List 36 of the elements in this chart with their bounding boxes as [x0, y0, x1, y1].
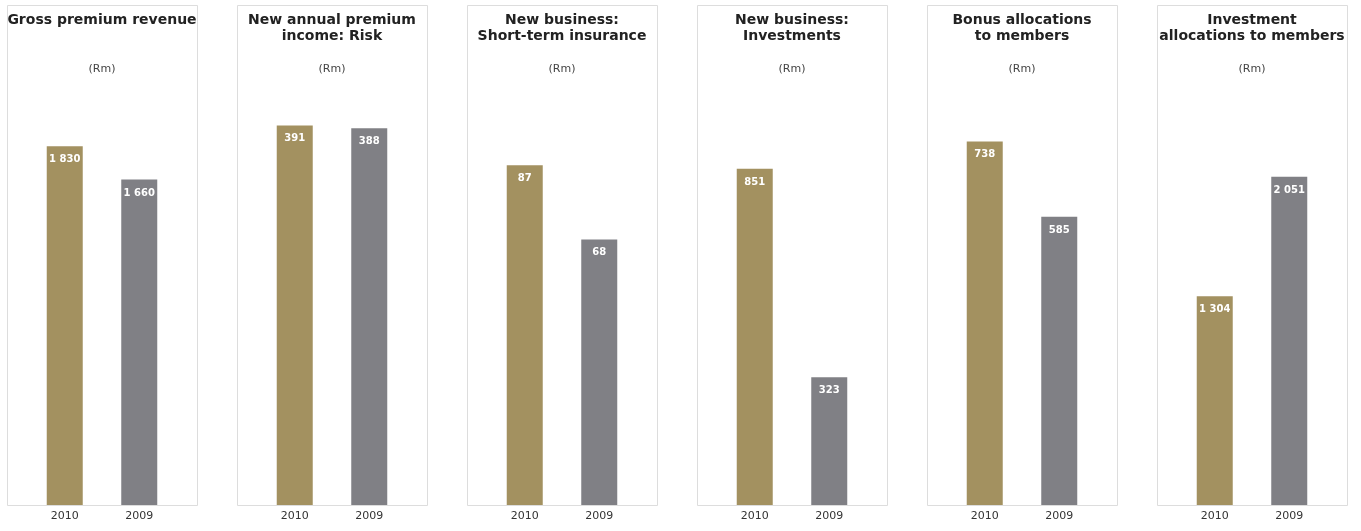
- chart-title: Gross premium revenue: [7, 11, 197, 27]
- data-label: 87: [517, 172, 532, 184]
- text: (Rm): [548, 62, 576, 75]
- x-tick-label: 2010: [50, 508, 79, 522]
- data-label: 851: [744, 175, 766, 187]
- x-tick-label: 2009: [355, 508, 384, 522]
- text: New annual premium income: Risk: [248, 11, 416, 43]
- x-tick-label: 2010: [280, 508, 309, 522]
- text: Investment allocations to members: [1159, 11, 1345, 43]
- text: (Rm): [1238, 62, 1266, 75]
- text: (Rm): [318, 62, 346, 75]
- text: New business: Short-term insurance: [477, 11, 647, 43]
- data-label: 323: [818, 384, 840, 396]
- data-label: 68: [592, 246, 607, 258]
- x-tick-label: 2009: [125, 508, 154, 522]
- x-tick-label: 2010: [970, 508, 999, 522]
- data-label: 1 660: [123, 186, 155, 198]
- data-label: 388: [358, 135, 380, 147]
- x-tick-label: 2010: [1200, 508, 1229, 522]
- x-tick-label: 2009: [815, 508, 844, 522]
- data-label: 585: [1048, 223, 1070, 235]
- x-tick-label: 2010: [510, 508, 539, 522]
- x-tick-label: 2009: [585, 508, 614, 522]
- text: Bonus allocations to members: [952, 11, 1092, 43]
- text: (Rm): [778, 62, 806, 75]
- x-tick-label: 2010: [740, 508, 769, 522]
- x-tick-label: 2009: [1275, 508, 1304, 522]
- text: (Rm): [1008, 62, 1036, 75]
- text: New business: Investments: [735, 11, 849, 43]
- data-label: 738: [974, 148, 996, 160]
- data-label: 391: [284, 132, 306, 144]
- x-tick-label: 2009: [1045, 508, 1074, 522]
- data-label: 2 051: [1273, 183, 1305, 195]
- data-label: 1 304: [1199, 303, 1231, 315]
- data-label: 1 830: [49, 153, 81, 165]
- text: (Rm): [88, 62, 116, 75]
